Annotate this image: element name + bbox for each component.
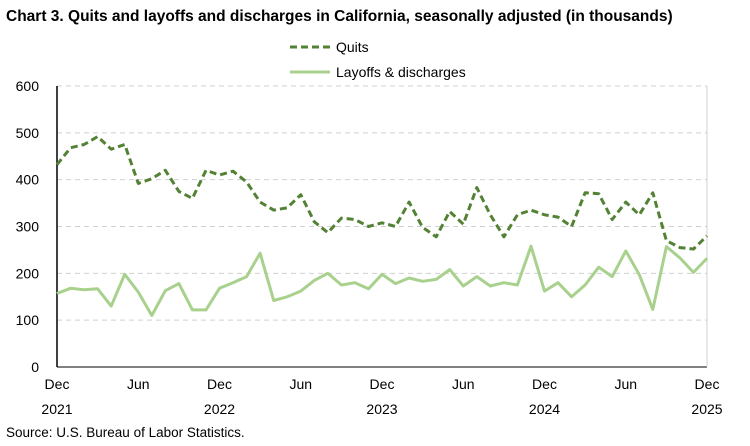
x-tick-year: 2021: [41, 401, 72, 417]
legend-label: Quits: [336, 39, 369, 55]
x-tick-month: Dec: [207, 376, 232, 392]
x-tick-year: 2022: [204, 401, 235, 417]
y-tick-label: 0: [31, 359, 39, 375]
y-tick-label: 500: [16, 125, 40, 141]
quits-line: [55, 135, 709, 251]
layoffs-discharges-line: [56, 244, 709, 317]
chart-title: Chart 3. Quits and layoffs and discharge…: [6, 8, 673, 25]
legend-label: Layoffs & discharges: [336, 64, 466, 80]
x-tick-month: Dec: [45, 376, 70, 392]
y-tick-label: 400: [16, 172, 40, 188]
x-tick-month: Jun: [289, 376, 312, 392]
source-note: Source: U.S. Bureau of Labor Statistics.: [6, 425, 245, 440]
y-tick-label: 100: [16, 312, 40, 328]
x-tick-month: Jun: [614, 376, 637, 392]
x-tick-month: Jun: [452, 376, 475, 392]
x-tick-year: 2024: [529, 401, 560, 417]
x-tick-month: Dec: [695, 376, 720, 392]
y-tick-label: 600: [16, 78, 40, 94]
x-tick-year: 2023: [366, 401, 397, 417]
x-tick-year: 2025: [691, 401, 722, 417]
y-tick-label: 200: [16, 265, 40, 281]
x-tick-month: Jun: [127, 376, 150, 392]
y-tick-label: 300: [16, 219, 40, 235]
x-tick-month: Dec: [370, 376, 395, 392]
x-tick-month: Dec: [532, 376, 557, 392]
